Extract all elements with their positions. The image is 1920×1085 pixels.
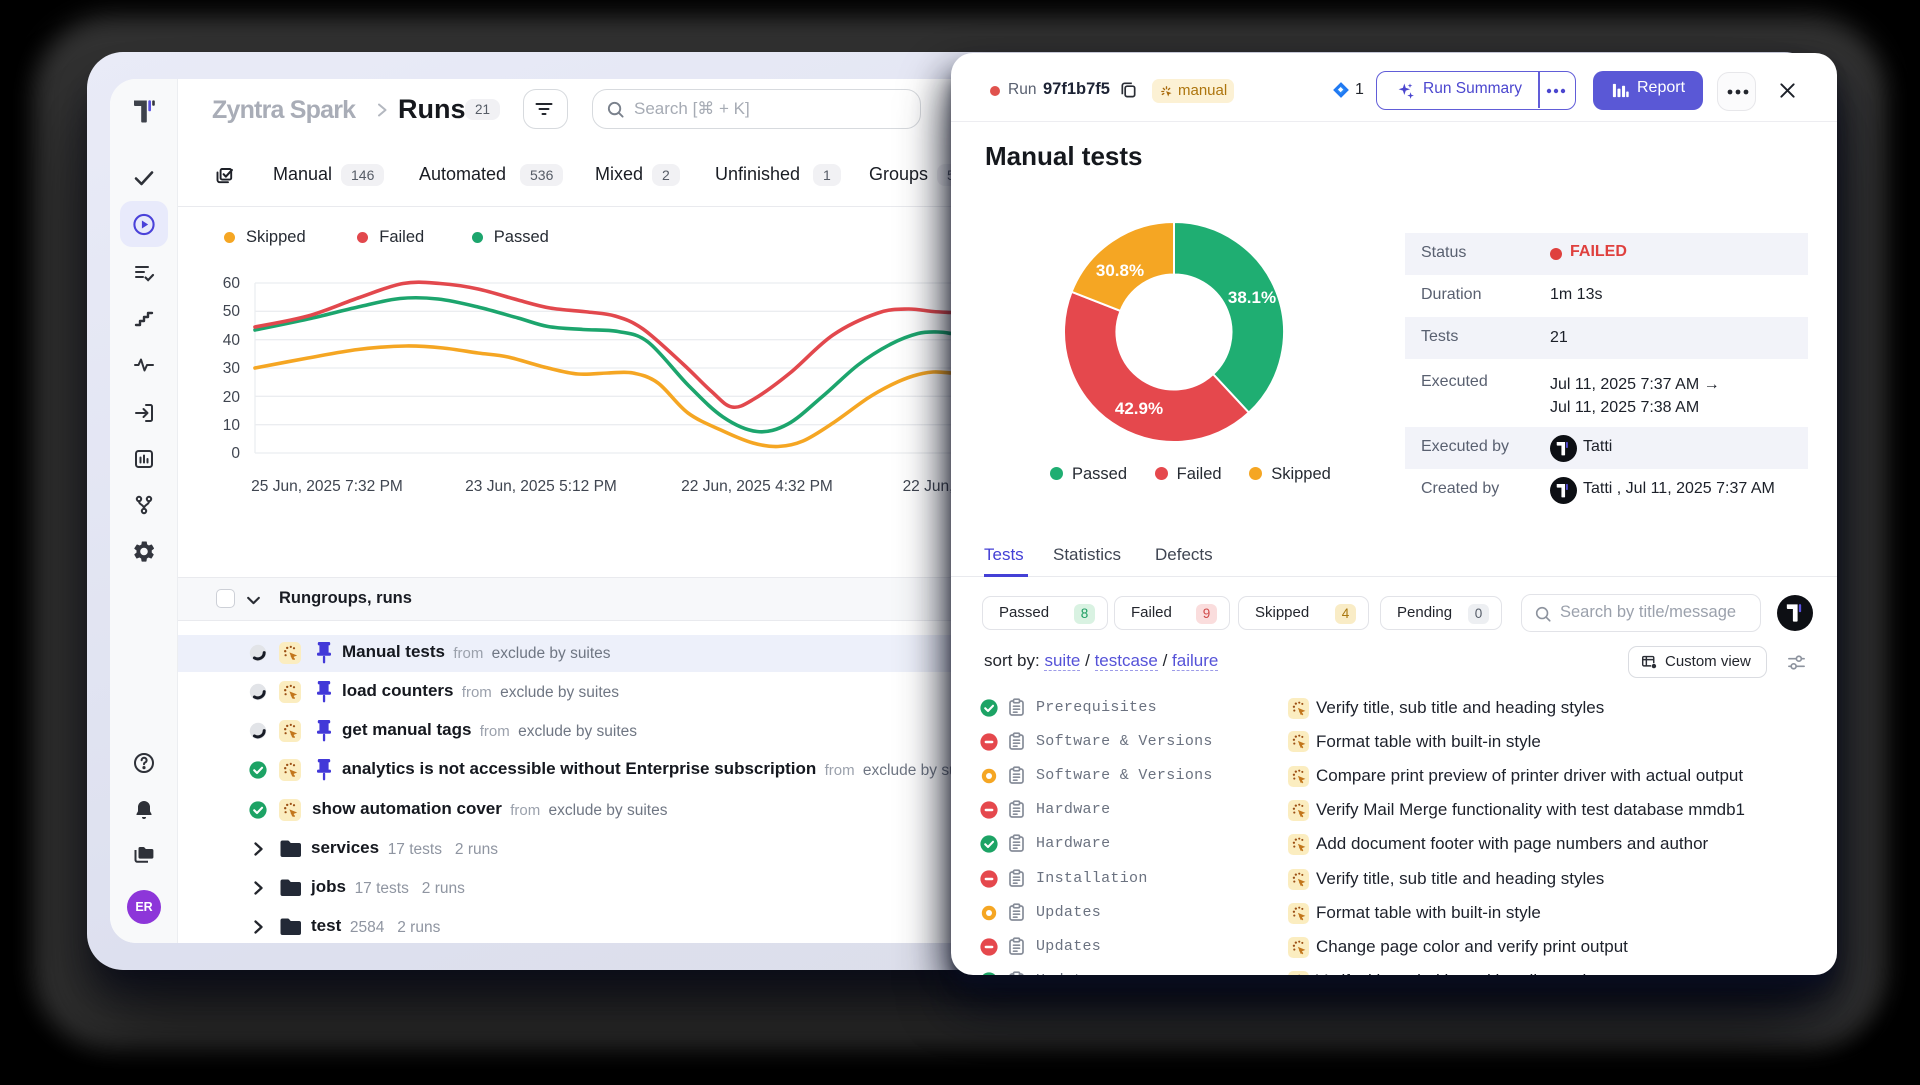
svg-text:22 Jun, 2025 4:32 PM: 22 Jun, 2025 4:32 PM [681, 478, 833, 495]
svg-text:40: 40 [223, 332, 241, 349]
svg-text:22 Jun,: 22 Jun, [903, 478, 951, 495]
svg-text:30: 30 [223, 360, 241, 377]
svg-text:60: 60 [223, 275, 241, 292]
svg-text:20: 20 [223, 389, 241, 406]
svg-text:50: 50 [223, 303, 241, 320]
svg-text:30.8%: 30.8% [1096, 261, 1144, 280]
svg-text:23 Jun, 2025 5:12 PM: 23 Jun, 2025 5:12 PM [465, 478, 617, 495]
svg-text:10: 10 [223, 417, 241, 434]
svg-text:25 Jun, 2025 7:32 PM: 25 Jun, 2025 7:32 PM [251, 478, 403, 495]
svg-text:42.9%: 42.9% [1115, 399, 1163, 418]
svg-text:0: 0 [231, 445, 240, 462]
svg-text:38.1%: 38.1% [1228, 288, 1276, 307]
